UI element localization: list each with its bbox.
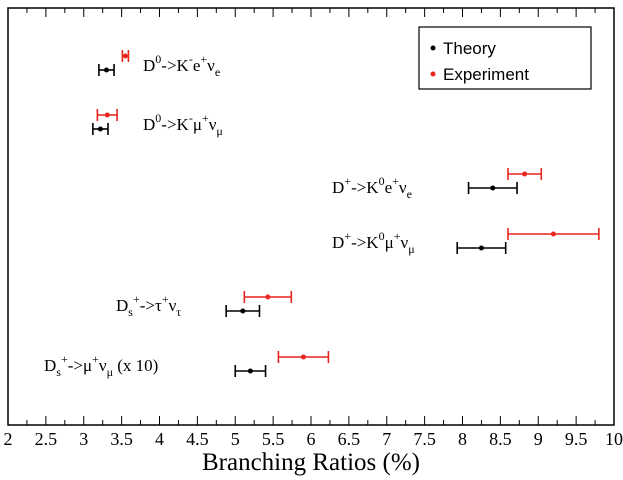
x-tick-label: 3 xyxy=(79,429,88,449)
legend-label-experiment: Experiment xyxy=(443,65,529,84)
x-tick-label: 4.5 xyxy=(186,429,209,449)
x-tick-label: 6.5 xyxy=(338,429,361,449)
x-tick-label: 3.5 xyxy=(110,429,133,449)
x-tick-label: 9 xyxy=(534,429,543,449)
process-label: D0->K-e+νe xyxy=(143,52,220,79)
experiment-error-bar xyxy=(96,109,118,121)
experiment-error-bar xyxy=(277,351,330,363)
experiment-error-bar xyxy=(121,50,130,62)
process-label: Ds+->μ+νμ (x 10) xyxy=(44,352,158,379)
x-tick-label: 2 xyxy=(4,429,13,449)
theory-error-bar xyxy=(225,305,261,317)
process-label: D+->K0μ+νμ xyxy=(332,229,415,256)
theory-error-bar xyxy=(456,242,507,254)
x-tick-label: 6 xyxy=(307,429,316,449)
x-axis-tick-labels: 2 2.5 3 3.5 4 4.5 5 5.5 6 6.5 7 7.5 8 8.5 9 9.5 10 xyxy=(4,429,623,449)
legend: Theory Experiment xyxy=(418,26,592,90)
legend-marker-experiment xyxy=(430,71,436,77)
experiment-error-bar xyxy=(507,228,600,240)
x-tick-label: 8.5 xyxy=(489,429,512,449)
x-tick-label: 4 xyxy=(155,429,164,449)
experiment-error-bar-point xyxy=(550,231,556,237)
legend-box xyxy=(418,26,592,90)
theory-error-bar xyxy=(234,365,267,377)
x-axis-ticks xyxy=(7,8,615,425)
theory-error-bar xyxy=(92,123,109,135)
theory-error-bar-point xyxy=(247,368,253,374)
experiment-error-bar xyxy=(243,291,293,303)
theory-error-bar-point xyxy=(478,245,484,251)
experiment-error-bar-point xyxy=(265,294,271,300)
error-bars xyxy=(92,50,600,377)
process-label: Ds+->τ+ντ xyxy=(116,292,181,319)
x-tick-label: 9.5 xyxy=(565,429,588,449)
process-labels: D0->K-e+νe D0->K-μ+νμ D+->K0e+νe D+->K0μ+νμ… xyxy=(44,52,415,379)
theory-error-bar xyxy=(98,64,115,76)
theory-error-bar xyxy=(467,182,518,194)
x-tick-label: 5 xyxy=(231,429,240,449)
x-axis-title: Branching Ratios (%) xyxy=(202,449,420,476)
experiment-error-bar-point xyxy=(122,53,128,59)
x-tick-label: 8 xyxy=(458,429,467,449)
x-tick-label: 5.5 xyxy=(262,429,285,449)
legend-marker-theory xyxy=(430,45,436,51)
legend-label-theory: Theory xyxy=(443,39,496,58)
theory-error-bar-point xyxy=(490,185,496,191)
theory-error-bar-point xyxy=(240,308,246,314)
x-tick-label: 2.5 xyxy=(35,429,58,449)
x-tick-label: 10 xyxy=(605,429,623,449)
x-tick-label: 7.5 xyxy=(413,429,436,449)
theory-error-bar-point xyxy=(103,67,109,73)
experiment-error-bar xyxy=(507,168,543,180)
experiment-error-bar-point xyxy=(300,354,306,360)
process-label: D+->K0e+νe xyxy=(332,174,412,201)
theory-error-bar-point xyxy=(97,126,103,132)
experiment-error-bar-point xyxy=(104,112,110,118)
experiment-error-bar-point xyxy=(522,171,528,177)
process-label: D0->K-μ+νμ xyxy=(143,111,223,138)
x-tick-label: 7 xyxy=(382,429,391,449)
